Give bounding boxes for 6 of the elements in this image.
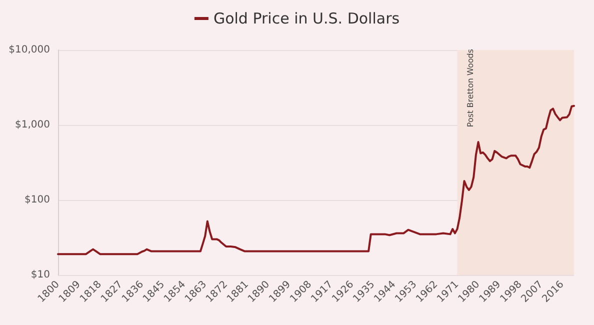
y-tick-label: $1,000: [15, 120, 50, 130]
legend-label: Gold Price in U.S. Dollars: [213, 10, 400, 28]
band-label: Post Bretton Woods: [466, 49, 475, 128]
y-tick-label: $10,000: [8, 44, 50, 56]
y-tick-label: $100: [24, 194, 50, 206]
y-tick-label: $10: [30, 270, 50, 280]
